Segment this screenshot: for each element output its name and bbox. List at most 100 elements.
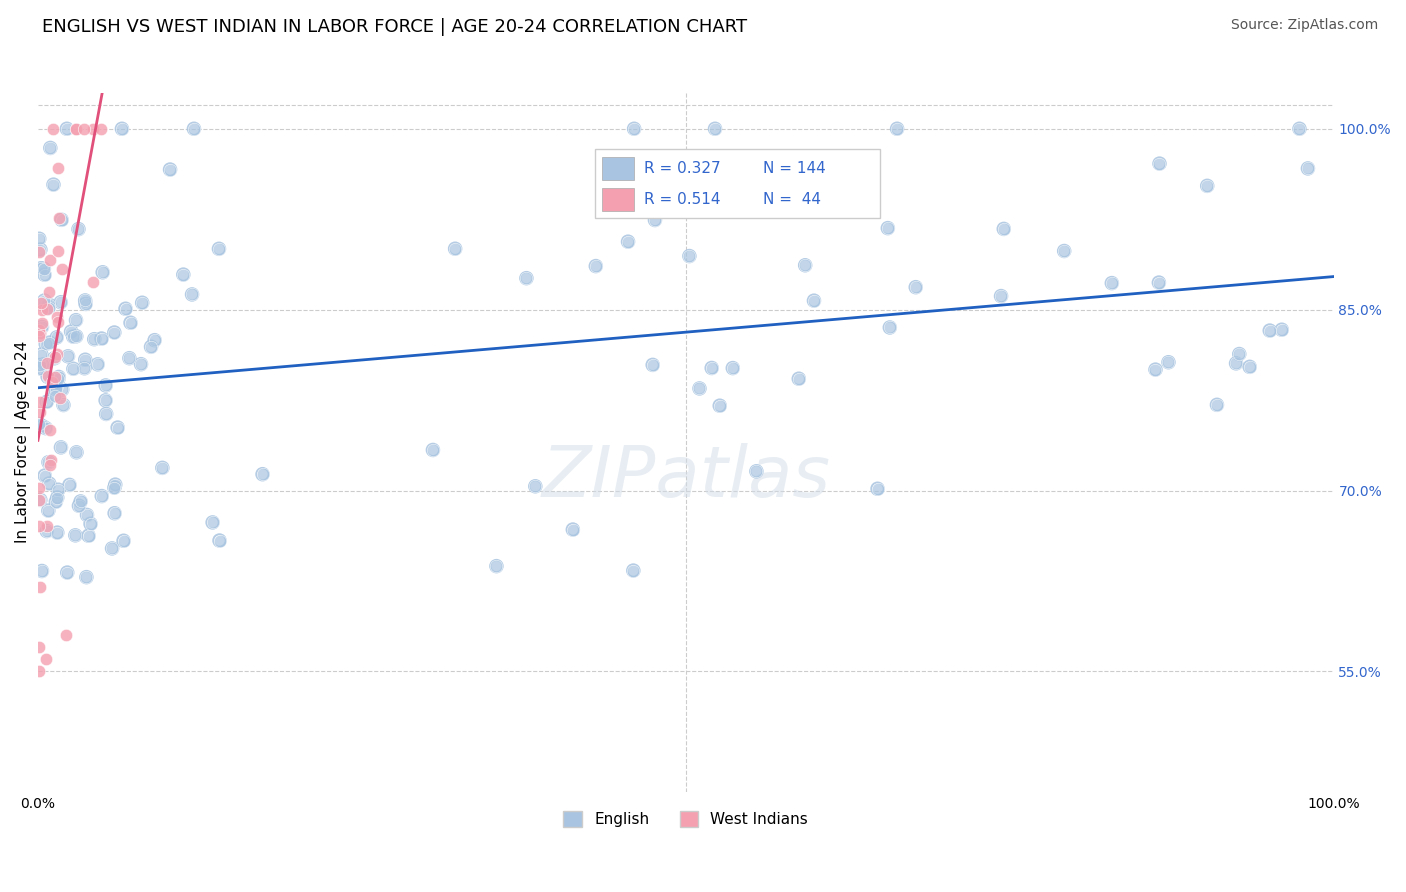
Point: [700, 361, 723, 376]
Point: [67, 222, 90, 236]
Point: [46, 372, 69, 386]
Point: [65, 121, 87, 136]
Point: [44, 388, 66, 402]
Point: [803, 293, 825, 308]
Point: [38, 476, 60, 491]
Point: [79, 516, 101, 531]
Point: [28, 640, 51, 655]
Point: [39, 423, 62, 437]
Point: [37, 455, 59, 469]
Point: [704, 121, 727, 136]
FancyBboxPatch shape: [595, 149, 880, 219]
Point: [94, 378, 117, 392]
Point: [252, 467, 274, 482]
FancyBboxPatch shape: [602, 188, 634, 211]
Point: [45, 310, 67, 324]
Point: [75, 570, 97, 584]
Point: [1157, 355, 1180, 369]
Point: [208, 242, 231, 256]
Point: [904, 280, 927, 294]
Point: [904, 280, 927, 294]
Point: [1271, 323, 1294, 337]
Point: [28, 328, 51, 343]
Point: [111, 121, 134, 136]
Point: [745, 464, 768, 478]
Point: [31, 316, 53, 330]
Point: [30, 580, 52, 594]
Point: [28, 326, 51, 341]
Point: [1225, 356, 1247, 370]
Point: [252, 467, 274, 482]
Point: [623, 121, 645, 136]
Point: [993, 222, 1015, 236]
Point: [866, 482, 889, 496]
Point: [96, 407, 118, 421]
Point: [38, 476, 60, 491]
Point: [28, 493, 51, 508]
Point: [45, 382, 67, 396]
Point: [31, 419, 53, 434]
Point: [35, 524, 58, 538]
Point: [28, 405, 51, 419]
Point: [77, 529, 100, 543]
Point: [709, 399, 731, 413]
Point: [35, 421, 58, 435]
Point: [31, 564, 53, 578]
Point: [621, 564, 644, 578]
Point: [787, 372, 810, 386]
Text: ENGLISH VS WEST INDIAN IN LABOR FORCE | AGE 20-24 CORRELATION CHART: ENGLISH VS WEST INDIAN IN LABOR FORCE | …: [42, 18, 748, 36]
Point: [75, 297, 97, 311]
Point: [67, 499, 90, 513]
Point: [30, 361, 52, 376]
Point: [56, 566, 79, 580]
Point: [1258, 324, 1281, 338]
Point: [28, 244, 51, 259]
Point: [46, 483, 69, 497]
Point: [678, 249, 700, 263]
Point: [37, 503, 59, 517]
Point: [114, 301, 136, 316]
Point: [101, 541, 124, 556]
Point: [104, 477, 127, 491]
Point: [644, 213, 666, 227]
Point: [65, 445, 87, 459]
Point: [485, 559, 508, 574]
Point: [28, 518, 51, 533]
Point: [103, 326, 125, 340]
Point: [46, 372, 69, 386]
Point: [183, 121, 205, 136]
Point: [38, 335, 60, 350]
Point: [208, 242, 231, 256]
Point: [1227, 347, 1250, 361]
Point: [515, 271, 537, 285]
Text: ZIPatlas: ZIPatlas: [541, 442, 830, 512]
Point: [28, 358, 51, 372]
Point: [51, 383, 73, 397]
Point: [94, 393, 117, 408]
Point: [65, 528, 87, 542]
Point: [139, 340, 162, 354]
Point: [62, 361, 84, 376]
Point: [118, 351, 141, 366]
Point: [1197, 178, 1219, 193]
Point: [30, 243, 52, 257]
Point: [28, 358, 51, 372]
Point: [28, 323, 51, 337]
Point: [39, 252, 62, 267]
Point: [159, 162, 181, 177]
Point: [45, 378, 67, 392]
Point: [585, 259, 607, 273]
Point: [28, 417, 51, 431]
Point: [34, 268, 56, 282]
Point: [641, 358, 664, 372]
Point: [30, 361, 52, 376]
Point: [30, 261, 52, 276]
Point: [1206, 398, 1229, 412]
Point: [1227, 347, 1250, 361]
Point: [879, 320, 901, 334]
Point: [46, 244, 69, 258]
Point: [28, 232, 51, 246]
Point: [150, 460, 173, 475]
Point: [94, 393, 117, 408]
Point: [103, 481, 125, 495]
